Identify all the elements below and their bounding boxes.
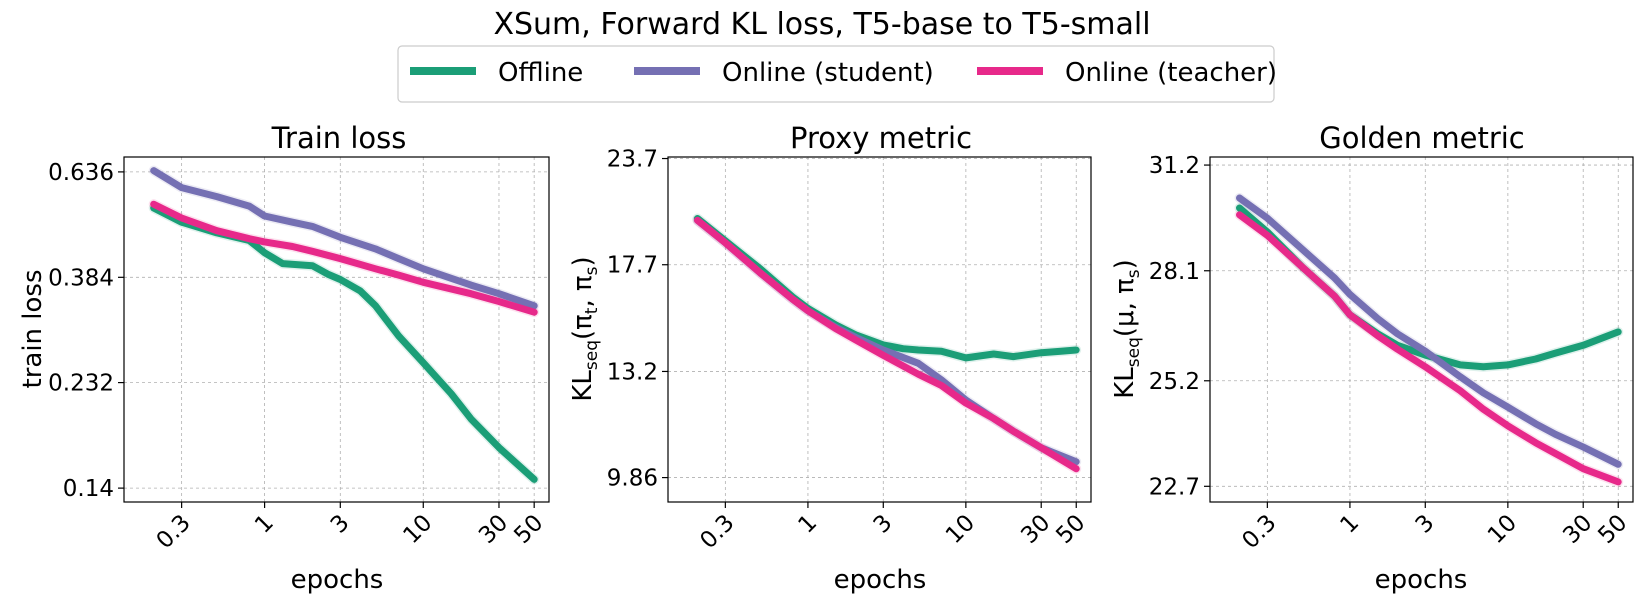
y-axis-label-golden-metric: KLseq(μ, πs) xyxy=(1110,259,1144,399)
y-tick-label-train-loss: 0.232 xyxy=(48,371,114,397)
y-tick-label-train-loss: 0.636 xyxy=(48,160,114,186)
legend-label-online-teacher: Online (teacher) xyxy=(1065,58,1277,88)
x-tick-label-train-loss: 10 xyxy=(398,510,437,549)
y-tick-label-golden-metric: 28.1 xyxy=(1149,259,1200,285)
series-line-online-student-golden-metric xyxy=(1236,194,1622,468)
y-tick-label-golden-metric: 25.2 xyxy=(1149,369,1200,395)
x-tick-label-train-loss: 30 xyxy=(474,510,513,549)
x-tick-label-train-loss: 1 xyxy=(250,510,279,539)
x-tick-label-golden-metric: 0.3 xyxy=(1237,510,1281,554)
x-axis-label-train-loss: epochs xyxy=(291,565,384,595)
plot-frame-golden-metric xyxy=(1209,156,1634,503)
legend-label-online-student: Online (student) xyxy=(722,58,934,88)
x-tick-label-proxy-metric: 3 xyxy=(869,510,898,539)
series-line-online-teacher-proxy-metric xyxy=(694,216,1080,473)
x-tick-label-train-loss: 0.3 xyxy=(152,510,196,554)
legend-label-offline: Offline xyxy=(498,58,583,88)
series-line-online-teacher-train-loss xyxy=(150,200,538,316)
x-axis-label-proxy-metric: epochs xyxy=(834,565,927,595)
y-tick-label-proxy-metric: 9.86 xyxy=(607,466,658,492)
x-tick-label-proxy-metric: 30 xyxy=(1016,510,1055,549)
x-tick-label-proxy-metric: 1 xyxy=(793,510,822,539)
series-line-offline-golden-metric xyxy=(1236,204,1622,371)
x-tick-label-golden-metric: 30 xyxy=(1558,510,1597,549)
series-line-online-teacher-golden-metric xyxy=(1236,211,1622,486)
panel-title-proxy-metric: Proxy metric xyxy=(790,121,972,155)
y-tick-label-train-loss: 0.14 xyxy=(63,476,114,502)
legend: Offline Online (student) Online (teacher… xyxy=(397,45,1277,103)
x-tick-label-proxy-metric: 0.3 xyxy=(695,510,739,554)
series-band-offline-golden-metric xyxy=(1234,203,1624,372)
plot-frame-train-loss xyxy=(123,156,550,503)
y-axis-label-proxy-metric: KLseq(πt, πs) xyxy=(568,256,602,401)
x-tick-label-proxy-metric: 10 xyxy=(941,510,980,549)
plot-frame-proxy-metric xyxy=(667,156,1092,503)
y-tick-label-proxy-metric: 13.2 xyxy=(607,359,658,385)
y-axis-label-train-loss: train loss xyxy=(18,269,48,388)
y-tick-label-train-loss: 0.384 xyxy=(48,265,114,291)
x-tick-label-golden-metric: 10 xyxy=(1483,510,1522,549)
series-line-online-student-train-loss xyxy=(150,167,538,310)
y-tick-label-golden-metric: 31.2 xyxy=(1149,153,1200,179)
legend-box xyxy=(397,45,1275,103)
x-tick-label-proxy-metric: 50 xyxy=(1051,510,1090,549)
panel-title-golden-metric: Golden metric xyxy=(1319,121,1525,155)
x-tick-label-golden-metric: 3 xyxy=(1411,510,1440,539)
legend-item-online-student: Online (student) xyxy=(634,58,934,88)
x-tick-label-golden-metric: 50 xyxy=(1593,510,1632,549)
x-tick-label-train-loss: 3 xyxy=(326,510,355,539)
series-band-offline-train-loss xyxy=(148,203,540,485)
legend-item-offline: Offline xyxy=(410,58,583,88)
series-line-offline-train-loss xyxy=(150,204,538,483)
figure-title: XSum, Forward KL loss, T5-base to T5-sma… xyxy=(493,7,1150,42)
x-tick-label-golden-metric: 1 xyxy=(1335,510,1364,539)
y-tick-label-proxy-metric: 23.7 xyxy=(607,147,658,173)
series-band-offline-proxy-metric xyxy=(692,213,1082,363)
y-tick-label-golden-metric: 22.7 xyxy=(1149,474,1200,500)
panel-title-train-loss: Train loss xyxy=(271,121,407,155)
series-line-offline-proxy-metric xyxy=(694,215,1080,362)
x-tick-label-train-loss: 50 xyxy=(509,510,548,549)
legend-item-online-teacher: Online (teacher) xyxy=(977,58,1277,88)
x-axis-label-golden-metric: epochs xyxy=(1375,565,1468,595)
y-tick-label-proxy-metric: 17.7 xyxy=(607,253,658,279)
series-band-online-student-golden-metric xyxy=(1234,193,1624,470)
